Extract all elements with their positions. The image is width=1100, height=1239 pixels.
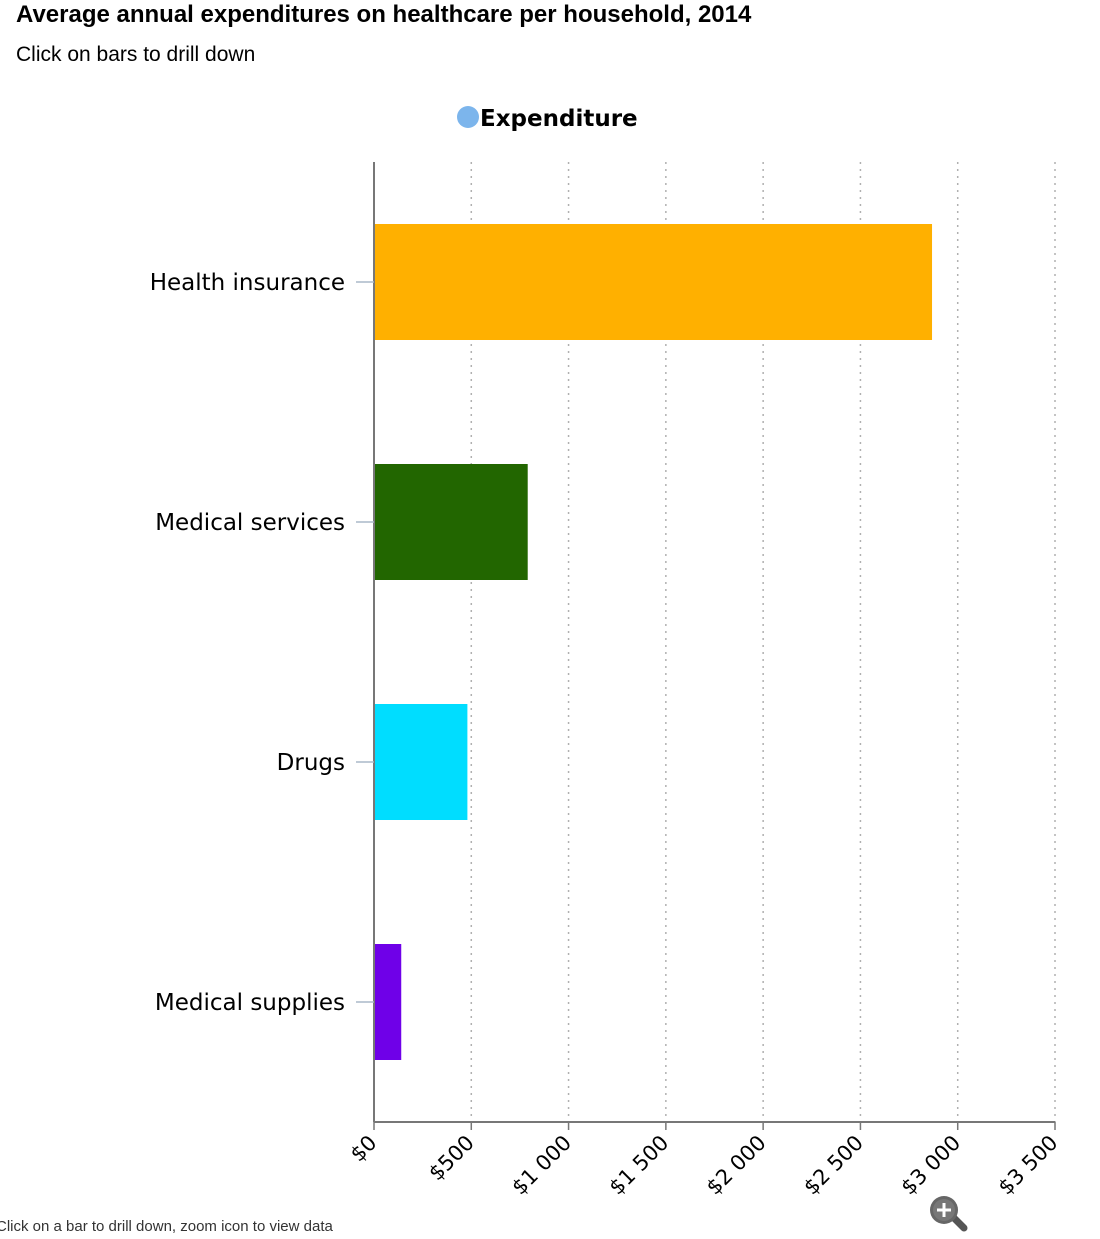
chart-title: Average annual expenditures on healthcar… [16, 1, 752, 28]
category-labels: Health insurance Medical services Drugs Med… [150, 270, 345, 1016]
x-tick-label: $2 500 [799, 1131, 868, 1200]
x-tick-label: $0 [346, 1131, 382, 1167]
bar-medical-supplies[interactable] [374, 944, 402, 1060]
legend-label: Expenditure [480, 106, 638, 132]
x-tick-label: $500 [424, 1131, 479, 1186]
category-label: Health insurance [150, 270, 345, 296]
x-tick-label: $1 500 [604, 1131, 673, 1200]
bar-drugs[interactable] [374, 704, 468, 820]
zoom-in-icon[interactable] [928, 1194, 972, 1234]
legend[interactable]: Expenditure [457, 106, 638, 132]
category-label: Medical services [155, 510, 345, 536]
bar-health-insurance[interactable] [374, 224, 933, 340]
grid-lines [470, 162, 1056, 1122]
category-label: Drugs [277, 750, 345, 776]
bars [374, 224, 933, 1060]
category-label: Medical supplies [155, 990, 345, 1016]
x-tick-labels: $0 $500 $1 000 $1 500 $2 000 $2 500 $3 000 $3 5… [346, 1131, 1063, 1200]
x-tick-label: $3 000 [896, 1131, 965, 1200]
chart-subtitle: Click on bars to drill down [16, 43, 256, 66]
x-tick-label: $3 500 [994, 1131, 1063, 1200]
axes [356, 162, 1056, 1130]
legend-marker [457, 106, 479, 128]
footnote: Click on a bar to drill down, zoom icon … [0, 1218, 333, 1235]
x-tick-label: $1 000 [507, 1131, 576, 1200]
bar-medical-services[interactable] [374, 464, 528, 580]
x-tick-label: $2 000 [702, 1131, 771, 1200]
